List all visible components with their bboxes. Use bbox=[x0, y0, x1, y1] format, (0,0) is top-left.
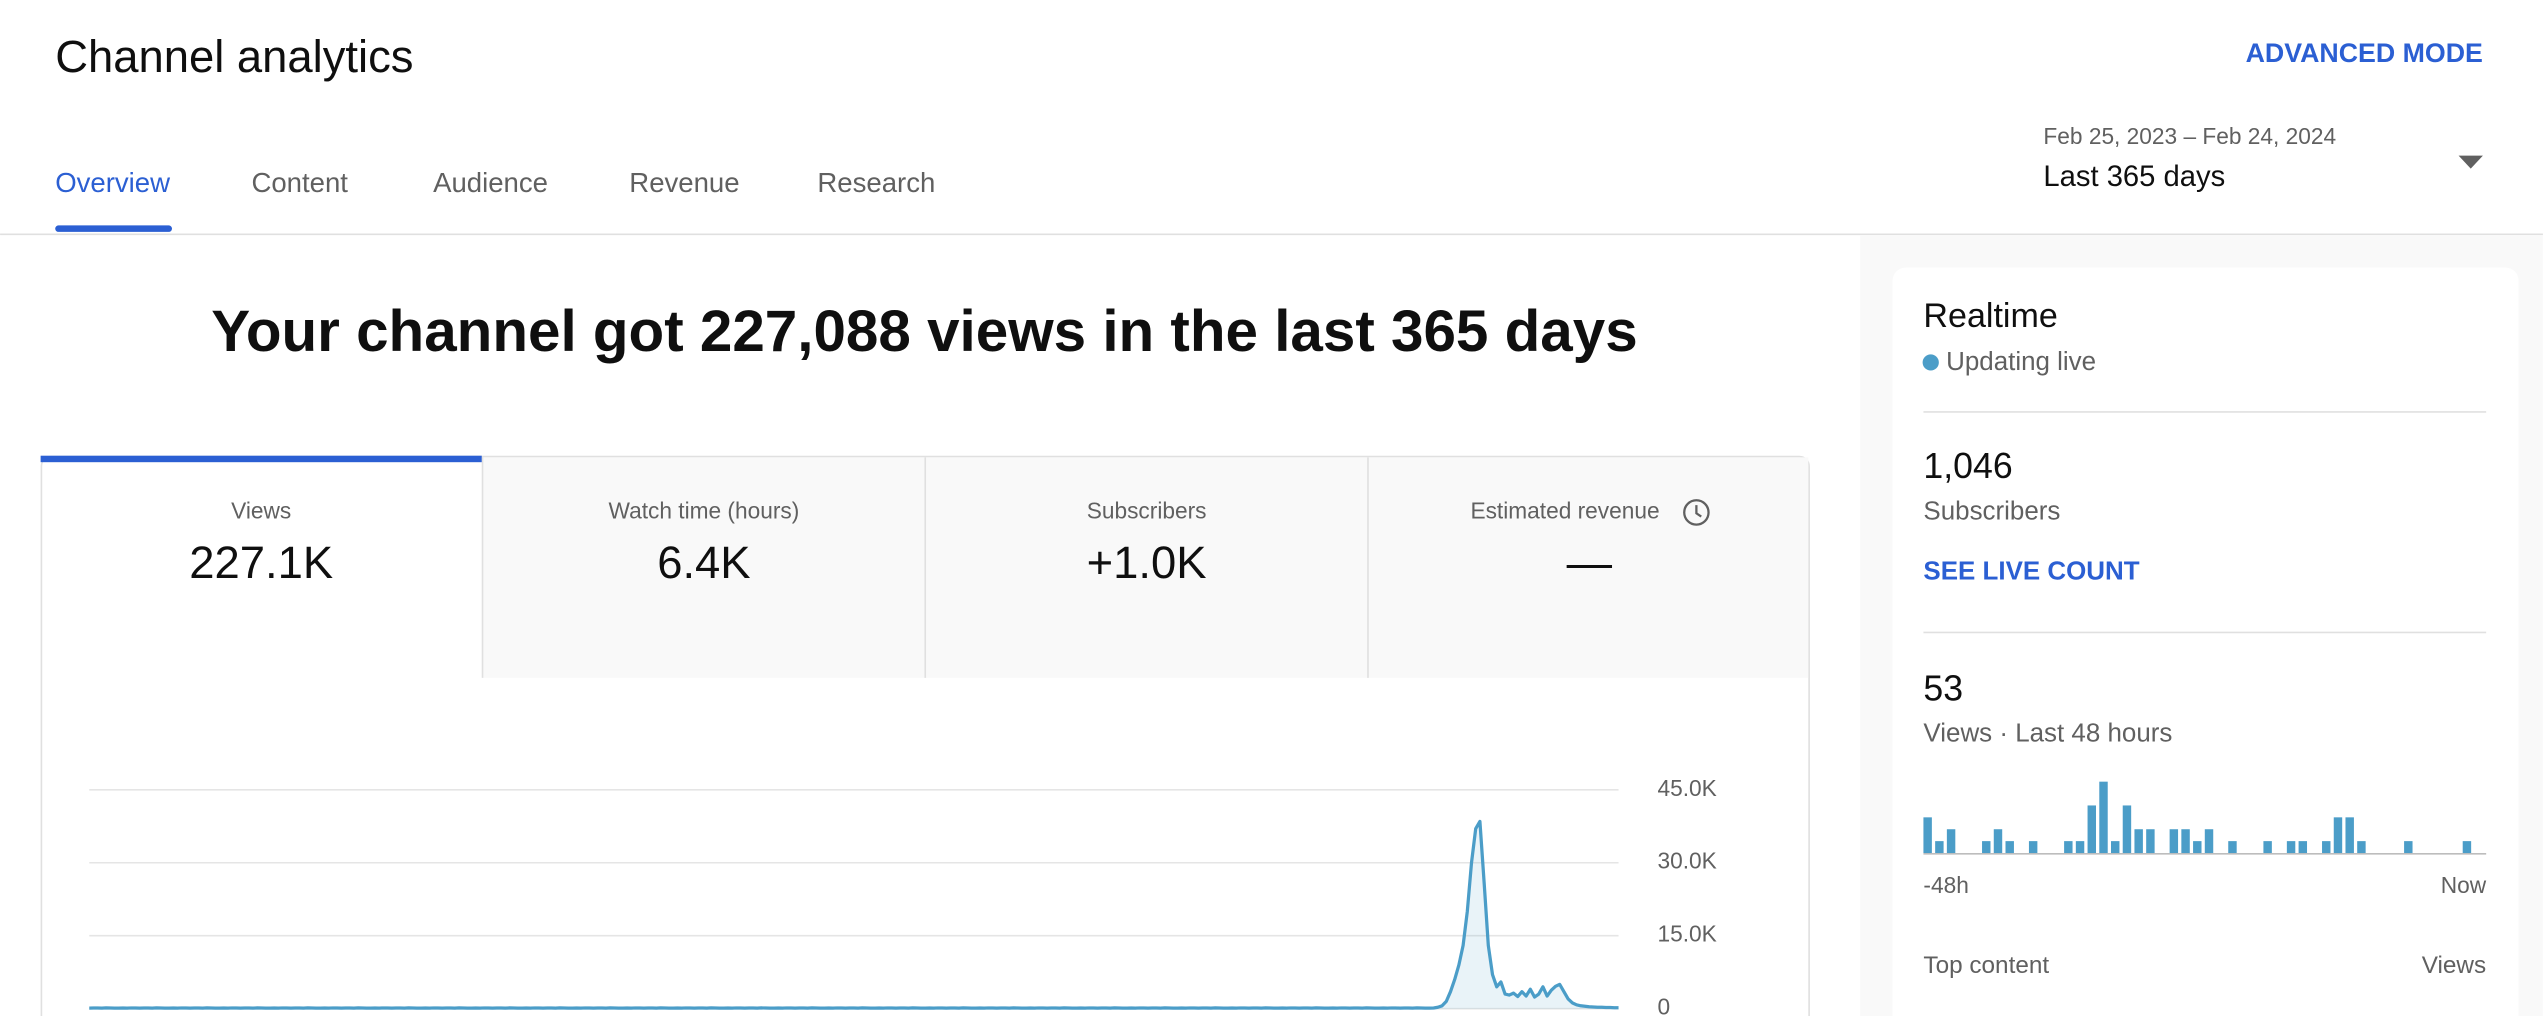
realtime-card bbox=[1892, 267, 2519, 1016]
metric-value: 6.4K bbox=[657, 537, 750, 588]
tab[interactable]: Revenue bbox=[629, 167, 739, 198]
bar bbox=[2075, 841, 2085, 854]
tab[interactable]: Overview bbox=[55, 167, 170, 198]
bar bbox=[1946, 829, 1956, 854]
realtime-title: Realtime bbox=[1923, 297, 2057, 335]
metric-value: +1.0K bbox=[1087, 537, 1207, 588]
advanced-mode-button[interactable]: ADVANCED MODE bbox=[2246, 38, 2483, 68]
metric-tab[interactable]: Watch time (hours) 6.4K bbox=[609, 497, 800, 588]
bar bbox=[2087, 805, 2096, 854]
bar bbox=[2322, 841, 2331, 854]
bar bbox=[2286, 841, 2296, 854]
headline: Your channel got 227,088 views in the la… bbox=[211, 299, 1637, 364]
page-title: Channel analytics bbox=[55, 31, 413, 82]
metric-tab[interactable]: Subscribers +1.0K bbox=[1087, 497, 1207, 588]
y-tick-label: 15.0K bbox=[1657, 921, 1716, 947]
y-tick-label: 45.0K bbox=[1657, 775, 1716, 801]
active-metric-indicator bbox=[40, 455, 482, 463]
realtime-bars bbox=[1923, 781, 2472, 854]
date-range-picker[interactable]: Feb 25, 2023 – Feb 24, 2024 Last 365 day… bbox=[2043, 123, 2483, 193]
subscriber-label: Subscribers bbox=[1923, 497, 2060, 525]
realtime-status: Updating live bbox=[1946, 348, 2096, 376]
inactive-metric-background bbox=[483, 457, 1809, 678]
bar bbox=[2122, 805, 2132, 854]
bar bbox=[2005, 841, 2014, 854]
bar bbox=[2134, 829, 2143, 854]
bar bbox=[2028, 841, 2038, 854]
tab[interactable]: Content bbox=[251, 167, 348, 198]
bar bbox=[2169, 829, 2179, 854]
bar bbox=[2193, 841, 2202, 854]
bar bbox=[2099, 781, 2108, 854]
bar bbox=[2298, 841, 2308, 854]
tab[interactable]: Research bbox=[817, 167, 935, 198]
bar bbox=[2146, 829, 2155, 854]
active-tab-indicator bbox=[55, 225, 172, 232]
x-label: Now bbox=[2441, 872, 2487, 898]
bar bbox=[2064, 841, 2073, 854]
bar bbox=[2357, 841, 2366, 854]
metric-value: 227.1K bbox=[189, 537, 333, 588]
realtime-views: 53 bbox=[1923, 668, 1963, 708]
metric-label: Subscribers bbox=[1087, 497, 1207, 523]
bar bbox=[2333, 817, 2343, 854]
metric-tab[interactable]: Estimated revenue — bbox=[1470, 497, 1710, 588]
metric-label: Watch time (hours) bbox=[609, 497, 800, 523]
bar bbox=[1982, 841, 1991, 854]
bar bbox=[1935, 841, 1944, 854]
metric-tab[interactable]: Views 227.1K bbox=[189, 497, 333, 588]
bar bbox=[2228, 841, 2237, 854]
y-tick-label: 30.0K bbox=[1657, 848, 1716, 874]
clock-icon bbox=[1683, 499, 1710, 526]
bar bbox=[1923, 817, 1932, 854]
views-column-label: Views bbox=[2422, 952, 2486, 979]
realtime-views-label: Views · Last 48 hours bbox=[1923, 719, 2172, 747]
see-live-count-button[interactable]: SEE LIVE COUNT bbox=[1923, 557, 2139, 585]
area bbox=[89, 821, 1619, 1009]
bar bbox=[2181, 829, 2190, 854]
metric-label: Views bbox=[231, 497, 291, 523]
metric-label: Estimated revenue bbox=[1470, 497, 1659, 523]
top-content-label: Top content bbox=[1923, 952, 2049, 979]
tab[interactable]: Audience bbox=[433, 167, 548, 198]
bar bbox=[2462, 841, 2472, 854]
metric-value: — bbox=[1567, 537, 1613, 588]
live-dot bbox=[1922, 354, 1939, 371]
date-range-dates: Feb 25, 2023 – Feb 24, 2024 bbox=[2043, 123, 2336, 149]
bar bbox=[2345, 817, 2354, 854]
line bbox=[89, 819, 1619, 1010]
bar bbox=[2111, 841, 2120, 854]
bar bbox=[2204, 829, 2214, 854]
x-label: -48h bbox=[1923, 872, 1968, 898]
date-range-label: Last 365 days bbox=[2043, 161, 2225, 193]
bar bbox=[2263, 841, 2272, 854]
y-tick-label: 0 bbox=[1657, 994, 1670, 1016]
bar bbox=[1993, 829, 2003, 854]
dropdown-arrow bbox=[2458, 155, 2483, 169]
views-chart: 0 15.0K 30.0K 45.0K bbox=[89, 775, 1717, 1016]
bar bbox=[2404, 841, 2413, 854]
subscriber-count: 1,046 bbox=[1923, 446, 2012, 486]
